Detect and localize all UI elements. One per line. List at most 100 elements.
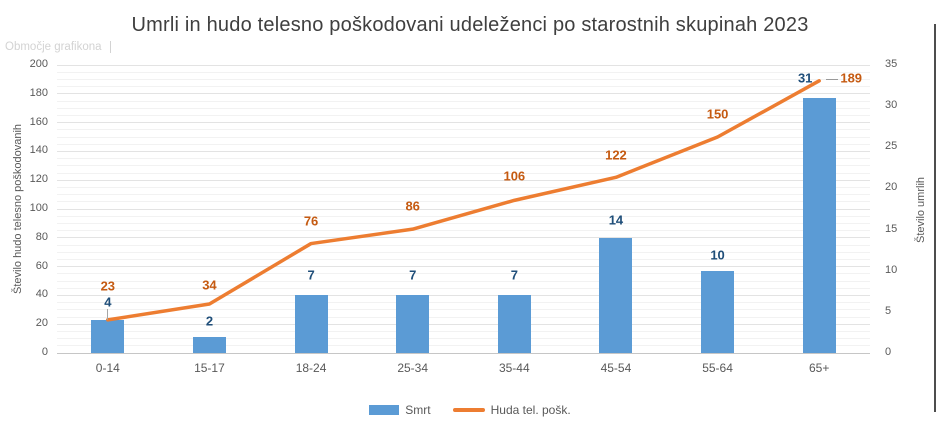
bar-smrt[interactable] <box>396 295 430 353</box>
y-axis-tick-left: 160 <box>29 115 48 128</box>
x-axis-tick: 65+ <box>809 361 830 375</box>
gridline <box>57 302 870 304</box>
bar-smrt[interactable] <box>802 97 836 353</box>
gridline <box>57 86 870 88</box>
gridline <box>57 273 870 275</box>
gridline <box>57 251 870 253</box>
gridline <box>57 122 870 124</box>
data-label-smrt: 7 <box>307 267 315 283</box>
y-axis-tick-left: 200 <box>29 58 48 70</box>
y-axis-tick-left: 0 <box>41 346 48 358</box>
gridline <box>57 114 870 116</box>
legend-item-huda[interactable]: Huda tel. pošk. <box>452 403 571 417</box>
y-axis-tick-left: 140 <box>29 144 48 157</box>
legend-label-huda: Huda tel. pošk. <box>490 403 571 417</box>
data-label-smrt: 4 <box>104 294 112 310</box>
y-axis-tick-right: 35 <box>885 58 898 70</box>
gridline <box>57 352 870 354</box>
x-axis-tick: 15-17 <box>194 361 225 375</box>
line-swatch-icon <box>452 408 485 412</box>
data-label-huda: 23 <box>100 278 116 294</box>
legend: Smrt Huda tel. pošk. <box>0 403 940 417</box>
bar-smrt[interactable] <box>192 336 226 353</box>
data-label-smrt: 14 <box>608 212 624 228</box>
data-label-smrt: 7 <box>409 267 417 283</box>
x-axis-tick: 45-54 <box>600 361 632 375</box>
gridline <box>57 316 870 318</box>
gridline <box>57 338 870 340</box>
gridline <box>57 294 870 296</box>
gridline <box>57 158 870 160</box>
y-axis-tick-left: 100 <box>29 202 48 214</box>
data-label-huda: 150 <box>706 106 729 122</box>
y-axis-tick-left: 60 <box>35 259 48 272</box>
line-huda[interactable] <box>106 79 821 322</box>
caret-icon <box>109 41 111 53</box>
gridline <box>57 330 870 332</box>
bar-smrt[interactable] <box>294 295 328 353</box>
y-axis-tick-left: 40 <box>35 288 48 301</box>
gridline <box>57 179 870 181</box>
data-label-huda: 86 <box>405 198 420 214</box>
bar-smrt[interactable] <box>599 237 633 353</box>
x-axis-tick: 0-14 <box>95 361 120 375</box>
y-axis-tick-left: 180 <box>29 86 48 99</box>
gridline <box>57 100 870 102</box>
data-label-smrt: 31 <box>797 70 813 86</box>
y-axis-tick-left: 20 <box>35 317 48 330</box>
gridline <box>57 194 870 196</box>
y-axis-tick-left: 120 <box>29 173 48 186</box>
gridline <box>57 230 870 232</box>
data-label-smrt: 7 <box>510 267 518 283</box>
x-axis-tick: 35-44 <box>498 361 530 375</box>
gridline <box>57 129 870 131</box>
gridline <box>57 93 870 95</box>
plot-area: 4 2 7 7 7 14 10 31 23 34 76 86 106 122 150 189 <box>57 64 870 354</box>
legend-item-smrt[interactable]: Smrt <box>369 403 431 417</box>
data-label-smrt: 2 <box>205 313 214 329</box>
chart-area-tooltip-text: Območje grafikona <box>5 41 102 53</box>
x-axis-tick: 25-34 <box>397 361 429 375</box>
y-axis-tick-right: 30 <box>885 99 898 112</box>
gridline <box>57 287 870 289</box>
gridline <box>57 172 870 174</box>
window-border <box>934 24 936 412</box>
bar-swatch-icon <box>369 405 400 415</box>
y-axis-tick-right: 0 <box>885 346 892 358</box>
gridline <box>57 244 870 246</box>
gridline <box>57 345 870 347</box>
data-label-huda: 189 <box>840 70 863 86</box>
x-axis-tick: 55-64 <box>702 361 733 375</box>
legend-label-smrt: Smrt <box>405 403 431 417</box>
chart-title[interactable]: Umrli in hudo telesno poškodovani udelež… <box>131 14 809 36</box>
label-leader-line <box>826 78 839 80</box>
gridline <box>57 165 870 167</box>
gridline <box>57 136 870 138</box>
bar-smrt[interactable] <box>497 295 531 353</box>
data-label-huda: 76 <box>303 213 319 229</box>
gridline <box>57 323 870 325</box>
gridline <box>57 266 870 268</box>
data-label-huda: 34 <box>202 277 217 293</box>
gridline <box>57 78 870 80</box>
bar-smrt[interactable] <box>91 320 125 353</box>
y-axis-tick-right: 5 <box>885 304 892 317</box>
gridline <box>57 208 870 210</box>
label-leader-line <box>107 309 109 321</box>
data-label-smrt: 10 <box>710 247 725 263</box>
gridline <box>57 186 870 188</box>
gridline <box>57 64 870 66</box>
line-series <box>106 79 821 322</box>
gridline <box>57 71 870 73</box>
gridline <box>57 201 870 203</box>
gridline <box>57 280 870 282</box>
gridline <box>57 258 870 260</box>
y-axis-tick-right: 20 <box>885 181 898 194</box>
gridline <box>57 237 870 239</box>
x-axis-tick: 18-24 <box>295 361 327 375</box>
bar-smrt[interactable] <box>701 270 735 353</box>
gridline <box>57 222 870 224</box>
y-axis-tick-left: 80 <box>35 230 48 243</box>
data-label-huda: 106 <box>503 168 526 184</box>
